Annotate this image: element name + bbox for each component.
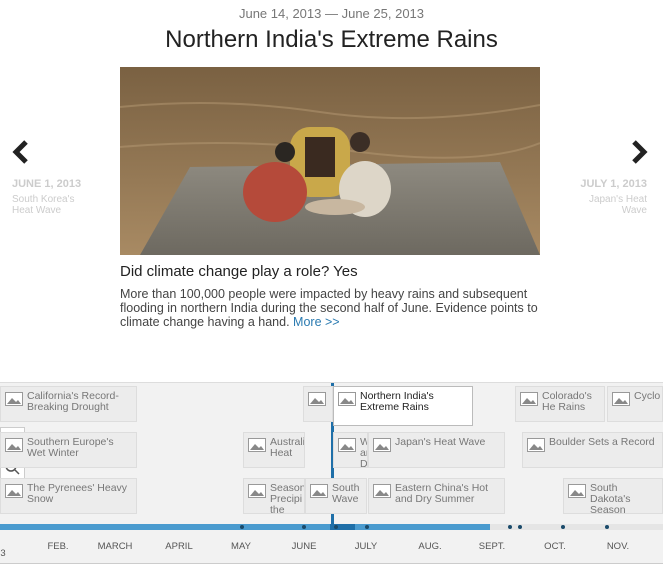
month-label: JULY — [354, 541, 378, 552]
event-card[interactable]: Southern Europe's Wet Winter — [0, 432, 137, 468]
event-card[interactable]: Australi Heat — [243, 432, 305, 468]
story-text: More than 100,000 people were impacted b… — [120, 287, 538, 329]
event-label[interactable]: Colorado's He Rains — [542, 390, 592, 413]
month-label: MAY — [231, 541, 251, 552]
month-label: MARCH — [97, 541, 133, 552]
next-arrow[interactable] — [628, 140, 650, 164]
event-card[interactable]: California's Record-Breaking Drought — [0, 386, 137, 422]
date-range: June 14, 2013 — June 25, 2013 — [238, 6, 425, 21]
event-card[interactable]: South Wave — [305, 478, 367, 514]
previous-arrow[interactable] — [10, 140, 32, 164]
timeline-selection — [330, 524, 355, 530]
next-label[interactable]: Japan's Heat Wave — [588, 194, 647, 216]
next-date[interactable]: JULY 1, 2013 — [580, 178, 647, 190]
month-label: SEPT. — [478, 541, 506, 552]
event-card[interactable]: South Dakota's Season Blizzar — [563, 478, 663, 514]
previous-date[interactable]: JUNE 1, 2013 — [12, 178, 82, 190]
event-card[interactable]: Season Precipi the U.S — [243, 478, 305, 514]
event-label[interactable]: The Pyrenees' Heavy Snow — [27, 482, 128, 505]
more-link[interactable]: More >> — [293, 315, 340, 329]
event-label[interactable]: Weste and Dr — [360, 437, 368, 468]
event-card[interactable]: Japan's Heat Wave — [368, 432, 505, 468]
event-dot — [240, 525, 244, 529]
month-label: FEB. — [47, 541, 69, 552]
event-label[interactable]: South Dakota's Season Blizzar — [590, 482, 631, 514]
event-label[interactable]: Season Precipi the U.S — [270, 482, 305, 514]
event-label[interactable]: Eastern China's Hot and Dry Summer — [395, 482, 489, 505]
event-card[interactable]: Cyclo — [607, 386, 663, 422]
event-dot — [365, 525, 369, 529]
story-body: More than 100,000 people were impacted b… — [120, 287, 545, 329]
timeline: California's Record-Breaking Drought Nort… — [0, 382, 663, 564]
event-dot — [334, 525, 338, 529]
current-marker — [331, 383, 334, 529]
event-label[interactable]: Cyclo — [634, 390, 661, 402]
year-label: 3 — [0, 548, 6, 559]
event-card[interactable]: The Pyrenees' Heavy Snow — [0, 478, 137, 514]
title: Northern India's Extreme Rains — [165, 26, 498, 53]
event-dot — [302, 525, 306, 529]
story-question: Did climate change play a role? Yes — [120, 263, 358, 280]
event-dot — [605, 525, 609, 529]
previous-label[interactable]: South Korea's Heat Wave — [12, 194, 75, 216]
event-card[interactable]: Weste and Dr — [333, 432, 368, 468]
event-dot — [518, 525, 522, 529]
event-label[interactable]: Northern India's Extreme Rains — [360, 390, 434, 413]
event-card[interactable]: Colorado's He Rains — [515, 386, 605, 422]
event-label[interactable]: Australi Heat — [270, 436, 305, 459]
event-card[interactable]: Northern India's Extreme Rains — [333, 386, 473, 426]
event-label[interactable]: Japan's Heat Wave — [395, 436, 486, 448]
story-photo — [120, 67, 540, 255]
event-card[interactable]: Boulder Sets a Record — [522, 432, 663, 468]
event-dot — [561, 525, 565, 529]
event-label[interactable]: California's Record-Breaking Drought — [27, 390, 119, 413]
event-card[interactable] — [303, 386, 333, 422]
event-label[interactable]: Southern Europe's Wet Winter — [27, 436, 114, 459]
month-label: OCT. — [544, 541, 566, 552]
event-label[interactable]: Boulder Sets a Record — [549, 436, 655, 448]
event-card[interactable]: Eastern China's Hot and Dry Summer — [368, 478, 505, 514]
month-label: AUG. — [418, 541, 442, 552]
month-label: JUNE — [291, 541, 317, 552]
month-label: NOV. — [606, 541, 630, 552]
event-dot — [508, 525, 512, 529]
month-label: APRIL — [165, 541, 193, 552]
timeline-axis-rest — [490, 524, 663, 530]
event-label[interactable]: South Wave — [332, 482, 360, 505]
